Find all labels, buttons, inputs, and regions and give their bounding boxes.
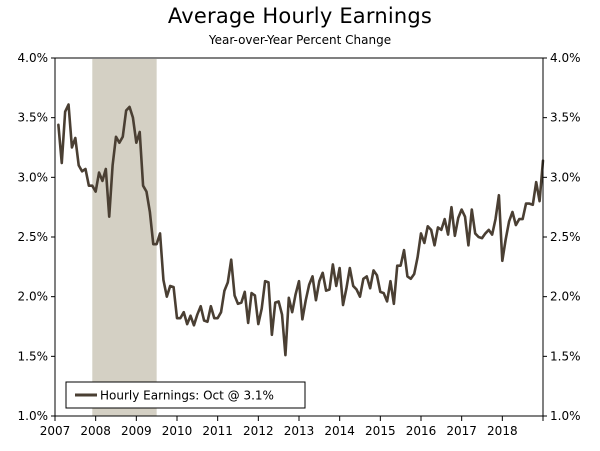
recession-band	[92, 59, 157, 416]
y-tick-label-left: 2.5%	[18, 230, 49, 244]
x-tick-label: 2010	[162, 424, 193, 438]
x-tick-label: 2012	[243, 424, 274, 438]
x-tick-label: 2011	[202, 424, 233, 438]
x-tick-label: 2013	[284, 424, 315, 438]
x-tick-label: 2016	[406, 424, 437, 438]
x-tick-label: 2015	[365, 424, 396, 438]
legend-label: Hourly Earnings: Oct @ 3.1%	[100, 389, 274, 403]
y-tick-label-right: 2.5%	[550, 230, 581, 244]
y-tick-label-left: 1.5%	[18, 349, 49, 363]
y-tick-label-left: 4.0%	[18, 51, 49, 65]
y-tick-label-right: 4.0%	[550, 51, 581, 65]
x-tick-label: 2014	[324, 424, 355, 438]
legend-box	[65, 381, 306, 409]
series-layer	[57, 103, 545, 357]
x-tick-label: 2018	[487, 424, 518, 438]
y-tick-label-left: 3.5%	[18, 111, 49, 125]
y-tick-label-left: 3.0%	[18, 170, 49, 184]
y-tick-label-right: 1.5%	[550, 349, 581, 363]
axes: 1.0% 1.0% 1.5% 1.5% 2.0% 2.0% 2.5% 2.5% 3.0% 3.0%…	[18, 51, 581, 438]
y-tick-label-left: 2.0%	[18, 290, 49, 304]
x-tick-label: 2017	[446, 424, 477, 438]
series-line-hourly-earnings	[57, 103, 545, 357]
y-tick-label-right: 1.0%	[550, 409, 581, 423]
recession-band-layer	[92, 59, 157, 416]
x-tick-label: 2009	[121, 424, 152, 438]
chart-subtitle: Year-over-Year Percent Change	[208, 33, 392, 47]
y-tick-label-right: 3.5%	[550, 111, 581, 125]
y-tick-label-right: 3.0%	[550, 170, 581, 184]
y-tick-label-right: 2.0%	[550, 290, 581, 304]
x-tick-label: 2007	[40, 424, 71, 438]
legend: Hourly Earnings: Oct @ 3.1%	[65, 381, 306, 409]
y-tick-label-left: 1.0%	[18, 409, 49, 423]
chart-title: Average Hourly Earnings	[167, 4, 433, 28]
x-tick-label: 2008	[80, 424, 111, 438]
